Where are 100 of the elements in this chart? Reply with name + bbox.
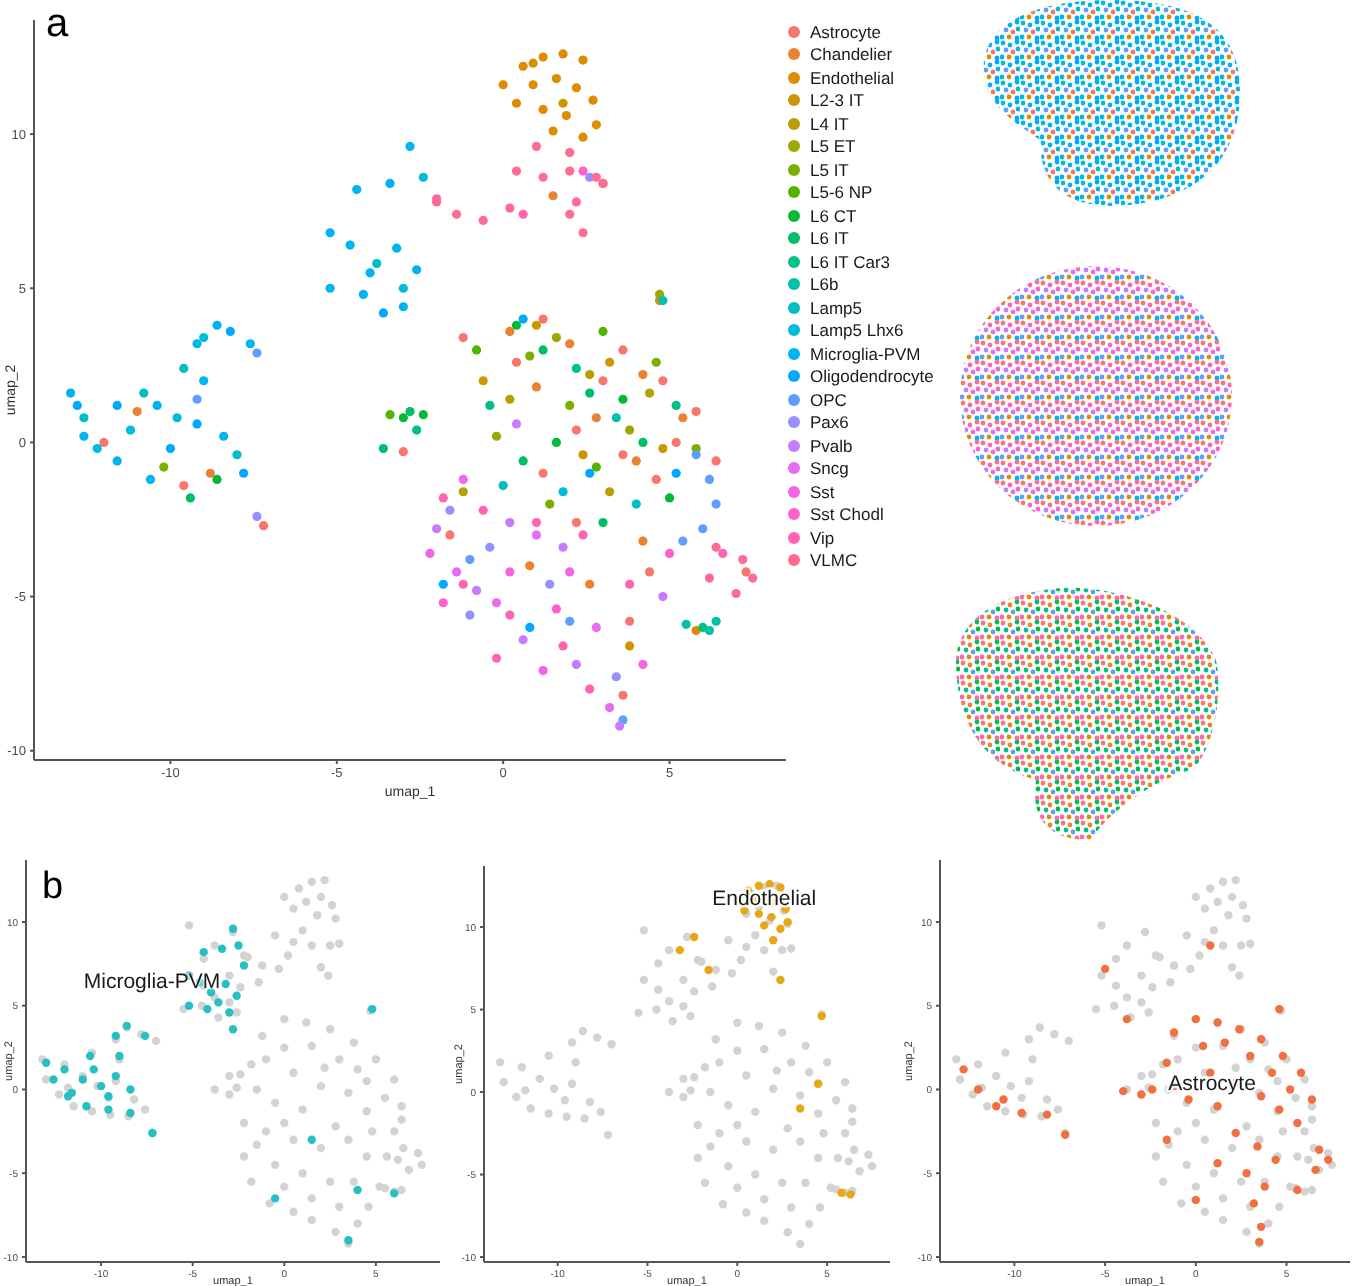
point [611, 672, 621, 682]
legend-label: Sncg [810, 458, 849, 479]
legend-label: Sst Chodl [810, 504, 884, 525]
point [538, 665, 548, 676]
point [585, 468, 595, 478]
point [671, 400, 681, 411]
point [125, 425, 136, 435]
point [571, 83, 581, 93]
point [531, 530, 542, 540]
point [498, 80, 508, 90]
point [578, 166, 588, 176]
point [112, 456, 122, 466]
point [438, 598, 448, 608]
point [159, 462, 169, 472]
point [571, 425, 581, 435]
point [199, 332, 209, 343]
point [631, 499, 641, 509]
point [505, 394, 515, 404]
point [1198, 1041, 1208, 1051]
legend-label: L2-3 IT [810, 90, 864, 111]
legend-label: VLMC [810, 550, 858, 571]
point [239, 468, 249, 478]
point [565, 166, 575, 176]
point [618, 394, 628, 404]
legend-label: Endothelial [810, 67, 895, 88]
point [79, 431, 89, 441]
point [365, 268, 375, 278]
point [234, 941, 243, 950]
point [754, 909, 764, 919]
point [605, 487, 615, 497]
point [478, 376, 488, 386]
point [605, 702, 615, 713]
point [538, 52, 548, 62]
point [598, 326, 608, 337]
point [638, 437, 648, 448]
point [698, 524, 708, 534]
point [531, 517, 542, 528]
point [1307, 1095, 1317, 1104]
legend-label: L4 IT [810, 113, 849, 134]
point [638, 536, 648, 546]
point [126, 1085, 135, 1094]
point [545, 499, 555, 509]
point [398, 302, 408, 312]
point [245, 339, 255, 349]
point [625, 616, 635, 626]
point [538, 104, 548, 115]
point [591, 462, 601, 472]
point [591, 622, 601, 633]
point [511, 166, 522, 176]
point [511, 419, 522, 429]
point [325, 228, 335, 238]
point [432, 524, 442, 534]
point [748, 573, 758, 583]
point [307, 1135, 316, 1144]
point [214, 998, 223, 1007]
point [551, 437, 562, 448]
point [398, 447, 408, 457]
point [478, 505, 488, 515]
point [49, 1075, 58, 1084]
point [658, 443, 668, 454]
point [378, 443, 388, 454]
point [538, 345, 548, 355]
point [511, 98, 522, 108]
point [571, 197, 581, 207]
point [111, 1071, 120, 1081]
point [558, 487, 568, 497]
point [511, 357, 522, 367]
point [738, 554, 748, 565]
point [795, 1104, 805, 1113]
point [704, 965, 713, 975]
point [217, 944, 227, 953]
point [585, 369, 595, 380]
legend-label: Astrocyte [810, 21, 881, 42]
legend-label: Sst [810, 481, 835, 502]
point [219, 431, 229, 441]
point [192, 339, 202, 349]
point [598, 517, 608, 528]
point [1293, 1118, 1302, 1128]
point [625, 641, 635, 651]
point [1042, 1110, 1052, 1119]
chart-title: b [42, 866, 64, 908]
point [565, 339, 575, 349]
point [104, 1105, 113, 1114]
point [518, 635, 528, 645]
point [172, 413, 182, 423]
point [689, 932, 699, 942]
point [565, 147, 575, 158]
point [1256, 1222, 1266, 1232]
point [571, 363, 581, 374]
point [585, 579, 595, 589]
point [578, 132, 588, 142]
point [711, 499, 721, 509]
point [378, 308, 388, 318]
point [1213, 1158, 1222, 1168]
point [179, 363, 189, 374]
point [999, 1095, 1008, 1104]
legend-label: L6b [810, 274, 839, 295]
point [531, 141, 542, 152]
point [531, 382, 542, 392]
point [458, 474, 468, 485]
